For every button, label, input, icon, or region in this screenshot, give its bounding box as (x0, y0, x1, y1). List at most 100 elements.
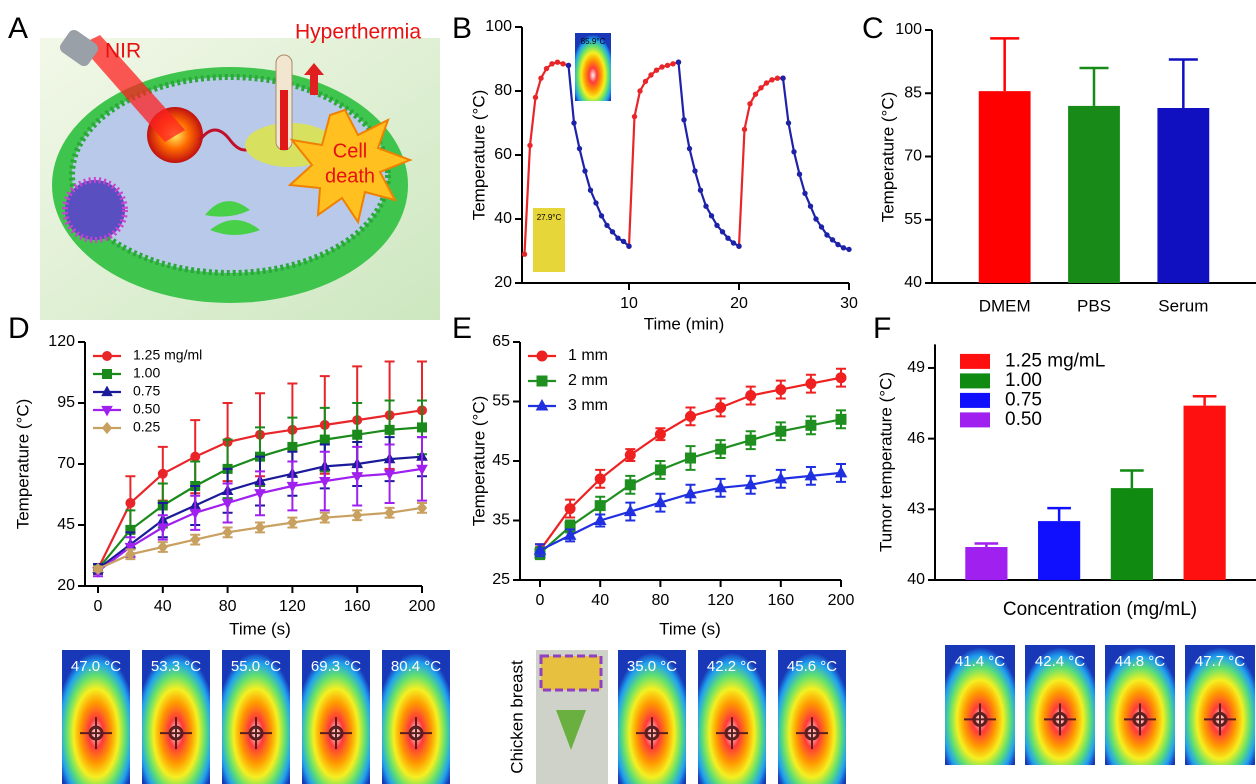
marker (836, 242, 840, 246)
marker (726, 236, 730, 240)
x-tick-label: 80 (219, 598, 237, 615)
x-axis-label: Time (s) (659, 619, 721, 638)
thermal-label: 53.3 °C (151, 658, 201, 675)
marker (599, 214, 603, 218)
thermal-label: 42.2 °C (707, 658, 757, 675)
marker (665, 63, 669, 67)
bar (1157, 108, 1209, 283)
y-tick-label: 70 (57, 455, 75, 472)
x-tick-label: 20 (730, 295, 748, 312)
marker (595, 501, 605, 511)
marker (737, 244, 741, 248)
thermal-label: 45.6 °C (787, 658, 837, 675)
marker (704, 204, 708, 208)
y-tick-label: 40 (907, 571, 925, 588)
x-tick-label: 80 (652, 592, 670, 609)
marker (288, 442, 297, 451)
marker (709, 214, 713, 218)
y-tick-label: 80 (494, 82, 512, 99)
marker (814, 217, 818, 221)
panel-letter: F (873, 312, 891, 345)
y-tick-label: 20 (494, 274, 512, 291)
marker (746, 435, 756, 445)
bar (979, 91, 1031, 283)
legend-label: 0.75 (133, 383, 160, 399)
marker (158, 542, 167, 553)
marker (836, 414, 846, 424)
marker (806, 420, 816, 430)
thermal-label: 35.0 °C (627, 658, 677, 675)
error-bar (1120, 470, 1144, 488)
y-tick-label: 65 (492, 333, 510, 350)
x-tick-label: 30 (840, 295, 858, 312)
legend-label: 1 mm (568, 347, 608, 364)
marker (649, 73, 653, 77)
error-bar (1169, 60, 1198, 108)
marker (819, 225, 823, 229)
y-axis-label: Tumor temperature (°C) (876, 372, 895, 552)
marker (836, 467, 847, 477)
marker (533, 95, 537, 99)
marker (753, 92, 757, 96)
y-tick-label: 43 (907, 501, 925, 518)
panel-letter: C (862, 12, 884, 45)
nanoparticle (65, 180, 125, 240)
marker (191, 534, 200, 545)
marker (632, 114, 636, 118)
marker (595, 474, 605, 484)
legend-label: 0.25 (133, 419, 160, 435)
marker (841, 246, 845, 250)
marker (792, 150, 796, 154)
marker (638, 89, 642, 93)
thermometer-fill (280, 90, 288, 150)
legend-label: 2 mm (568, 372, 608, 389)
y-tick-label: 25 (492, 571, 510, 588)
legend-swatch (960, 412, 990, 427)
marker (803, 191, 807, 195)
marker (385, 507, 394, 518)
marker (720, 230, 724, 234)
y-axis-label: Temperature (°C) (469, 396, 488, 527)
x-tick-label: Serum (1158, 296, 1208, 315)
marker (764, 81, 768, 85)
legend-label: 1.00 (133, 365, 160, 381)
x-tick-label: 0 (94, 598, 103, 615)
marker (566, 63, 570, 67)
marker (528, 143, 532, 147)
marker (158, 469, 167, 478)
marker (825, 233, 829, 237)
marker (418, 423, 427, 432)
y-tick-label: 49 (907, 359, 925, 376)
legend-label: 0.75 (1005, 389, 1042, 410)
marker (693, 169, 697, 173)
panel-letter: B (452, 12, 472, 45)
marker (555, 60, 559, 64)
marker (288, 517, 297, 528)
error-bar (975, 543, 999, 547)
marker (686, 411, 696, 421)
marker (746, 391, 756, 401)
y-tick-label: 35 (492, 512, 510, 529)
marker (759, 86, 763, 90)
marker (537, 351, 547, 361)
marker (126, 499, 135, 508)
marker (682, 118, 686, 122)
error-bar (990, 38, 1019, 91)
thermal-label: 47.0 °C (71, 658, 121, 675)
thermal-label: 69.3 °C (311, 658, 361, 675)
legend-label: 1.25 mg/mL (1005, 350, 1105, 371)
x-axis-label: Concentration (mg/mL) (1003, 599, 1197, 620)
marker (539, 76, 543, 80)
marker (775, 76, 779, 80)
marker (537, 376, 547, 386)
panel-letter: E (452, 312, 472, 345)
cell-death-label: death (325, 165, 375, 187)
x-axis-label: Time (min) (644, 314, 725, 333)
nir-label: NIR (105, 40, 141, 63)
bar (965, 547, 1007, 580)
x-tick-label: 200 (828, 592, 855, 609)
sample-box (541, 656, 601, 690)
thermal-label: 42.4 °C (1035, 653, 1085, 670)
x-tick-label: PBS (1077, 296, 1111, 315)
y-tick-label: 100 (895, 21, 922, 38)
